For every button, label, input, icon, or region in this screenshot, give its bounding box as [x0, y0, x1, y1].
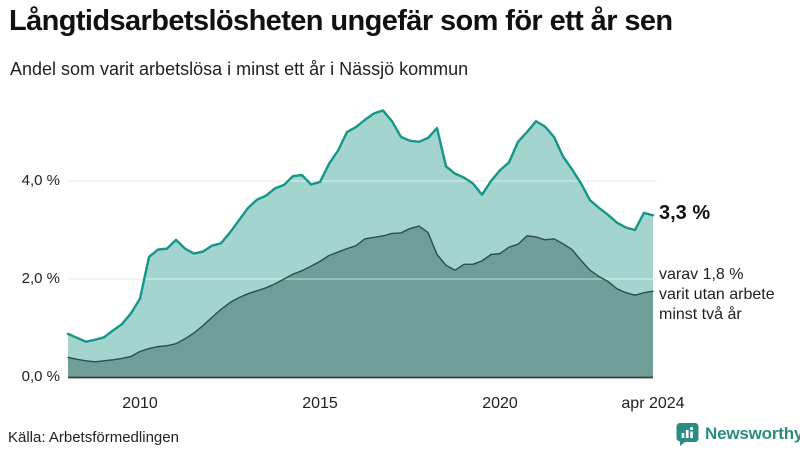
- y-axis-tick-0: 0,0 %: [21, 368, 60, 385]
- page-subtitle: Andel som varit arbetslösa i minst ett å…: [10, 59, 469, 79]
- x-axis-tick-2020: 2020: [482, 395, 518, 412]
- gridlines-overlay: [68, 180, 657, 280]
- page-title: Långtidsarbetslösheten ungefär som för e…: [9, 5, 673, 37]
- x-axis-tick-apr-2024: apr 2024: [621, 395, 685, 412]
- series-end-label-total: 3,3 %: [659, 202, 711, 224]
- y-axis-tick-4: 4,0 %: [21, 172, 60, 189]
- x-axis-tick-2015: 2015: [302, 395, 338, 412]
- newsworthy-logo-icon: [676, 423, 699, 446]
- y-axis-tick-2: 2,0 %: [21, 270, 60, 287]
- newsworthy-brand: Newsworthy: [676, 421, 800, 447]
- line-min-two-years: [67, 225, 654, 363]
- series-end-label-two-years: varav 1,8 % varit utan arbete minst två …: [659, 266, 775, 323]
- line-min-one-year: [66, 109, 655, 343]
- source-credit: Källa: Arbetsförmedlingen: [8, 429, 179, 446]
- x-axis-tick-2010: 2010: [122, 395, 158, 412]
- area-min-two-years: [68, 226, 653, 377]
- newsworthy-brand-label: Newsworthy: [705, 424, 800, 443]
